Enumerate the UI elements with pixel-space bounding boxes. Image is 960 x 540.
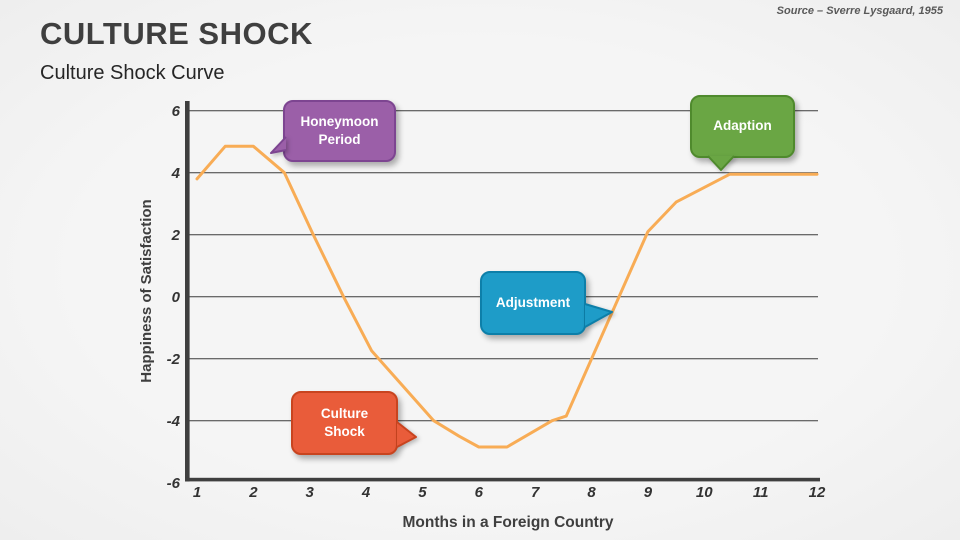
svg-text:10: 10 [696,484,713,501]
svg-text:5: 5 [418,484,427,501]
svg-text:6: 6 [475,484,484,501]
svg-text:11: 11 [753,484,769,501]
svg-text:3: 3 [306,484,315,501]
svg-text:7: 7 [531,484,540,501]
callout-tail [396,421,417,448]
axis-titles: Months in a Foreign Country Happiness of … [138,199,614,531]
curve-line [195,144,819,449]
svg-text:Months in a Foreign Country: Months in a Foreign Country [403,514,614,531]
page-title: CULTURE SHOCK [40,16,313,51]
svg-text:-2: -2 [167,351,181,368]
callout-label: Adjustment [480,271,586,335]
svg-text:6: 6 [172,103,181,120]
svg-text:4: 4 [171,165,181,182]
source-credit: Source – Sverre Lysgaard, 1955 [776,5,943,17]
svg-text:0: 0 [172,289,181,306]
svg-text:4: 4 [361,484,371,501]
svg-text:-4: -4 [167,413,181,430]
callout-label: Honeymoon Period [283,100,396,162]
x-axis-tick-labels: 1 2 3 4 5 6 7 8 9 10 11 12 [193,484,826,501]
axes [185,101,820,482]
callout-adjustment: Adjustment [480,271,613,335]
y-axis-tick-labels: 6 4 2 0 -2 -4 -6 [167,103,181,492]
callout-adaption: Adaption [690,95,795,171]
svg-text:9: 9 [644,484,653,501]
callout-tail [270,136,287,154]
svg-text:1: 1 [193,484,201,501]
callout-culture-shock: Culture Shock [291,391,417,455]
svg-text:-6: -6 [167,475,181,492]
page-subtitle: Culture Shock Curve [40,62,225,84]
callout-tail [707,155,735,171]
svg-text:12: 12 [809,484,826,501]
svg-text:2: 2 [248,484,258,501]
callout-honeymoon-period: Honeymoon Period [270,100,396,162]
svg-text:8: 8 [587,484,596,501]
svg-text:2: 2 [171,227,181,244]
callout-label: Culture Shock [291,391,398,455]
callout-tail [584,303,613,328]
svg-text:Happiness of Satisfaction: Happiness of Satisfaction [138,199,155,382]
callout-label: Adaption [690,95,795,158]
